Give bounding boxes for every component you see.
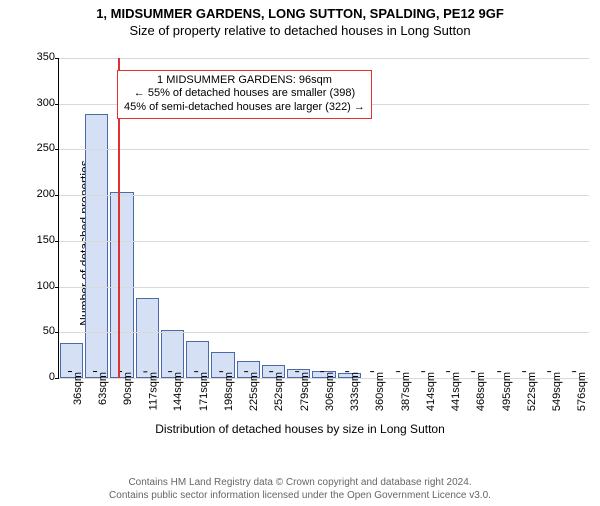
- annotation-line1: 1 MIDSUMMER GARDENS: 96sqm: [124, 74, 365, 88]
- chart-title-line2: Size of property relative to detached ho…: [0, 23, 600, 38]
- y-tick-label: 0: [23, 371, 55, 383]
- chart-title-line1: 1, MIDSUMMER GARDENS, LONG SUTTON, SPALD…: [0, 6, 600, 21]
- x-tick-label: 144sqm: [173, 372, 185, 411]
- attribution: Contains HM Land Registry data © Crown c…: [0, 476, 600, 502]
- attribution-line2: Contains public sector information licen…: [0, 489, 600, 502]
- y-tick-label: 100: [23, 280, 55, 292]
- histogram-bar: [161, 330, 184, 378]
- annotation-line3: 45% of semi-detached houses are larger (…: [124, 101, 365, 115]
- histogram-bar: [136, 298, 159, 378]
- x-tick-label: 468sqm: [475, 372, 487, 411]
- x-tick-label: 198sqm: [223, 372, 235, 411]
- x-tick-label: 576sqm: [576, 372, 588, 411]
- x-tick-label: 414sqm: [425, 372, 437, 411]
- attribution-line1: Contains HM Land Registry data © Crown c…: [0, 476, 600, 489]
- x-axis-label: Distribution of detached houses by size …: [0, 422, 600, 436]
- y-tick-label: 150: [23, 234, 55, 246]
- x-tick-label: 522sqm: [526, 372, 538, 411]
- x-tick-label: 225sqm: [248, 372, 260, 411]
- x-tick-label: 36sqm: [72, 372, 84, 405]
- chart-container: Number of detached properties 0501001502…: [0, 48, 600, 438]
- x-tick-label: 333sqm: [349, 372, 361, 411]
- annotation-box: 1 MIDSUMMER GARDENS: 96sqm← 55% of detac…: [117, 70, 372, 119]
- x-tick-label: 279sqm: [299, 372, 311, 411]
- histogram-bar: [110, 192, 133, 378]
- x-tick-label: 360sqm: [374, 372, 386, 411]
- x-tick-label: 441sqm: [450, 372, 462, 411]
- x-tick-label: 495sqm: [501, 372, 513, 411]
- x-tick-label: 90sqm: [122, 372, 134, 405]
- x-tick-label: 387sqm: [400, 372, 412, 411]
- histogram-bar: [85, 114, 108, 378]
- y-tick-label: 50: [23, 325, 55, 337]
- plot-area: 05010015020025030035036sqm63sqm90sqm117s…: [58, 58, 589, 379]
- x-tick-label: 306sqm: [324, 372, 336, 411]
- y-tick-label: 200: [23, 188, 55, 200]
- x-tick-label: 252sqm: [274, 372, 286, 411]
- x-tick-label: 549sqm: [551, 372, 563, 411]
- y-tick-label: 300: [23, 97, 55, 109]
- x-tick-label: 117sqm: [147, 372, 159, 410]
- y-tick-label: 250: [23, 142, 55, 154]
- y-tick-label: 350: [23, 51, 55, 63]
- x-tick-label: 171sqm: [198, 372, 210, 411]
- annotation-line2: ← 55% of detached houses are smaller (39…: [124, 87, 365, 101]
- x-tick-label: 63sqm: [97, 372, 109, 405]
